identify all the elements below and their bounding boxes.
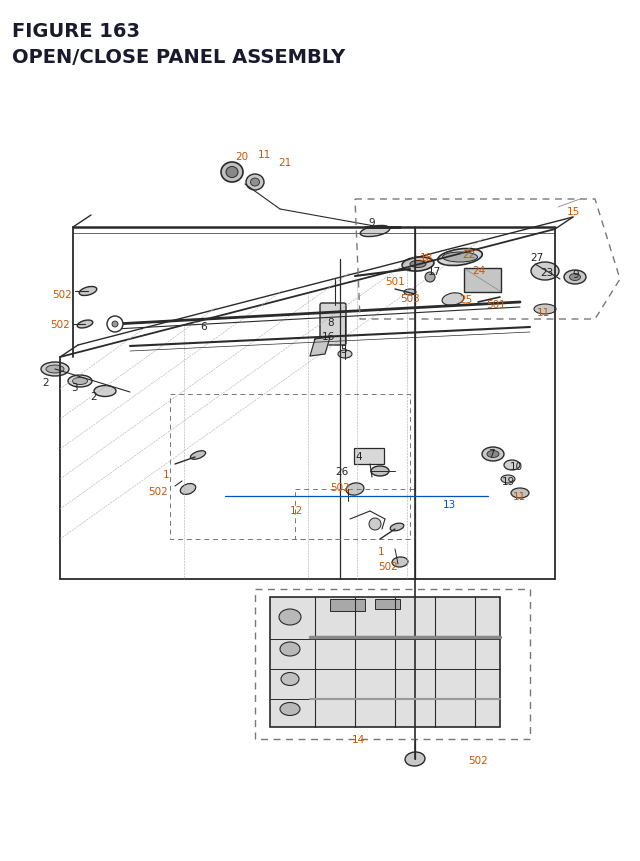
Text: 502: 502 bbox=[468, 755, 488, 765]
Text: 26: 26 bbox=[335, 467, 348, 476]
Text: 12: 12 bbox=[290, 505, 303, 516]
Ellipse shape bbox=[190, 451, 205, 460]
Ellipse shape bbox=[371, 467, 389, 476]
Text: 21: 21 bbox=[278, 158, 291, 168]
FancyBboxPatch shape bbox=[320, 304, 346, 345]
Ellipse shape bbox=[438, 249, 483, 266]
Ellipse shape bbox=[405, 753, 425, 766]
Text: 14: 14 bbox=[352, 734, 365, 744]
Polygon shape bbox=[310, 338, 330, 356]
Ellipse shape bbox=[280, 642, 300, 656]
Ellipse shape bbox=[390, 523, 404, 531]
Text: 503: 503 bbox=[400, 294, 420, 304]
Text: 16: 16 bbox=[322, 331, 335, 342]
Ellipse shape bbox=[442, 294, 464, 306]
Ellipse shape bbox=[531, 263, 559, 281]
Text: 27: 27 bbox=[530, 253, 543, 263]
Ellipse shape bbox=[360, 226, 390, 238]
Ellipse shape bbox=[226, 167, 238, 178]
Text: 502: 502 bbox=[378, 561, 397, 572]
Ellipse shape bbox=[482, 448, 504, 461]
Text: 23: 23 bbox=[540, 268, 553, 278]
Text: 25: 25 bbox=[459, 294, 472, 305]
Ellipse shape bbox=[180, 484, 196, 495]
Text: 9: 9 bbox=[368, 218, 374, 228]
Text: 8: 8 bbox=[327, 318, 333, 328]
Ellipse shape bbox=[501, 475, 515, 483]
FancyBboxPatch shape bbox=[330, 599, 365, 611]
FancyBboxPatch shape bbox=[270, 598, 500, 728]
Circle shape bbox=[107, 317, 123, 332]
Text: 501: 501 bbox=[385, 276, 404, 287]
Ellipse shape bbox=[250, 179, 259, 187]
Text: 17: 17 bbox=[428, 267, 441, 276]
Text: 10: 10 bbox=[510, 461, 523, 472]
Text: 2: 2 bbox=[90, 392, 97, 401]
Ellipse shape bbox=[338, 350, 352, 358]
Text: 22: 22 bbox=[462, 250, 476, 260]
Ellipse shape bbox=[246, 175, 264, 191]
Text: 502: 502 bbox=[52, 289, 72, 300]
Text: 6: 6 bbox=[200, 322, 207, 331]
Text: 7: 7 bbox=[488, 449, 495, 458]
Circle shape bbox=[112, 322, 118, 328]
Text: 13: 13 bbox=[443, 499, 456, 510]
Ellipse shape bbox=[72, 378, 88, 385]
Ellipse shape bbox=[79, 288, 97, 296]
Text: 11: 11 bbox=[258, 150, 271, 160]
Text: 502: 502 bbox=[148, 486, 168, 497]
Text: 2: 2 bbox=[42, 378, 49, 387]
Ellipse shape bbox=[41, 362, 69, 376]
Text: 5: 5 bbox=[340, 344, 347, 355]
Ellipse shape bbox=[280, 703, 300, 715]
Ellipse shape bbox=[279, 610, 301, 625]
Text: 3: 3 bbox=[71, 382, 77, 393]
Text: 20: 20 bbox=[235, 152, 248, 162]
Text: 1: 1 bbox=[163, 469, 170, 480]
Ellipse shape bbox=[346, 483, 364, 496]
Text: 24: 24 bbox=[472, 266, 485, 276]
Ellipse shape bbox=[564, 270, 586, 285]
Ellipse shape bbox=[402, 257, 434, 272]
Text: FIGURE 163: FIGURE 163 bbox=[12, 22, 140, 41]
Ellipse shape bbox=[281, 672, 299, 685]
Ellipse shape bbox=[442, 253, 477, 263]
Text: 4: 4 bbox=[355, 451, 362, 461]
Ellipse shape bbox=[94, 386, 116, 397]
Ellipse shape bbox=[534, 305, 556, 314]
FancyBboxPatch shape bbox=[354, 449, 384, 464]
Text: 1: 1 bbox=[378, 547, 385, 556]
Text: 9: 9 bbox=[572, 269, 579, 280]
Ellipse shape bbox=[404, 289, 416, 295]
Ellipse shape bbox=[410, 261, 426, 268]
Text: 502: 502 bbox=[330, 482, 349, 492]
Text: OPEN/CLOSE PANEL ASSEMBLY: OPEN/CLOSE PANEL ASSEMBLY bbox=[12, 48, 345, 67]
Ellipse shape bbox=[511, 488, 529, 499]
Text: 19: 19 bbox=[502, 476, 515, 486]
Ellipse shape bbox=[68, 375, 92, 387]
Ellipse shape bbox=[77, 320, 93, 329]
Text: 501: 501 bbox=[486, 300, 506, 310]
Text: 18: 18 bbox=[420, 253, 433, 263]
Ellipse shape bbox=[392, 557, 408, 567]
Text: 15: 15 bbox=[567, 207, 580, 217]
Circle shape bbox=[369, 518, 381, 530]
Ellipse shape bbox=[570, 274, 580, 282]
Ellipse shape bbox=[221, 163, 243, 183]
Text: 11: 11 bbox=[513, 492, 526, 501]
Text: 502: 502 bbox=[50, 319, 70, 330]
FancyBboxPatch shape bbox=[375, 599, 400, 610]
FancyBboxPatch shape bbox=[464, 269, 501, 293]
Ellipse shape bbox=[487, 451, 499, 458]
Ellipse shape bbox=[46, 366, 64, 374]
Text: 11: 11 bbox=[537, 307, 550, 318]
Circle shape bbox=[425, 273, 435, 282]
Ellipse shape bbox=[504, 461, 520, 470]
